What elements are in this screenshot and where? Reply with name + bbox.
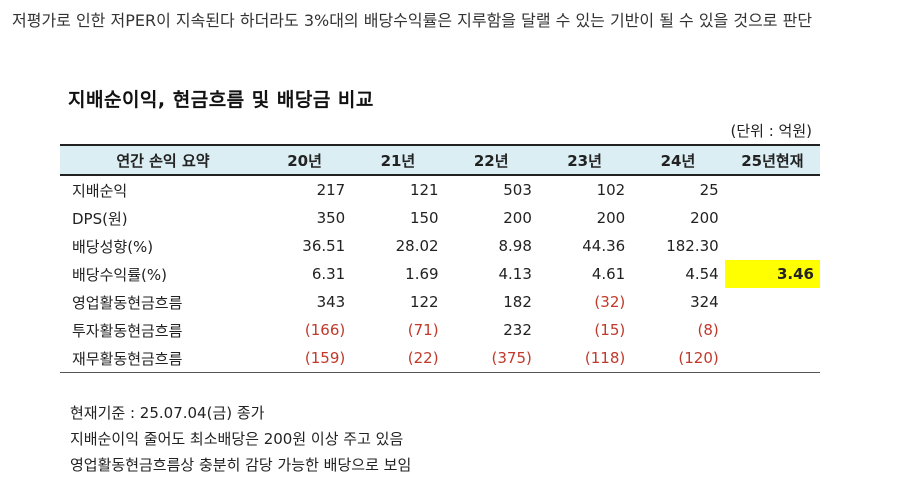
value-cell: (166) — [304, 321, 346, 339]
value-cell: (71) — [407, 321, 439, 339]
value-cell: 1.69 — [405, 265, 439, 283]
value-cell: 4.13 — [498, 265, 532, 283]
value-cell: 150 — [409, 209, 439, 227]
value-cell: 36.51 — [302, 237, 346, 255]
value-cell: 44.36 — [582, 237, 626, 255]
table-row: 투자활동현금흐름 (166) (71) 232 (15) (8) — [60, 316, 820, 344]
value-cell: 200 — [503, 209, 532, 227]
header-cell: 21년 — [380, 151, 416, 170]
value-cell: (22) — [407, 349, 439, 367]
value-cell: (15) — [594, 321, 626, 339]
value-cell: 200 — [690, 209, 719, 227]
value-cell — [725, 175, 820, 204]
value-cell: 121 — [409, 181, 439, 199]
header-cell: 24년 — [660, 151, 696, 170]
table-row: 배당수익률(%) 6.31 1.69 4.13 4.61 4.54 3.46 — [60, 260, 820, 288]
value-cell: 350 — [316, 209, 346, 227]
value-cell: (32) — [594, 293, 626, 311]
value-cell: (118) — [584, 349, 626, 367]
note-line: 영업활동현금흐름상 충분히 감당 가능한 배당으로 보임 — [70, 456, 412, 474]
header-cell: 연간 손익 요약 — [116, 151, 210, 170]
row-label: 투자활동현금흐름 — [72, 321, 183, 340]
value-cell: 8.98 — [498, 237, 532, 255]
table-row: 지배순익 217 121 503 102 25 — [60, 175, 820, 204]
value-cell: 6.31 — [311, 265, 346, 283]
value-cell: 182.30 — [666, 237, 719, 255]
value-cell: 122 — [409, 293, 439, 311]
note-line: 지배순이익 줄어도 최소배당은 200원 이상 주고 있음 — [70, 430, 404, 448]
summary-table: 연간 손익 요약 20년 21년 22년 23년 24년 25년현재 지배순익 2… — [60, 144, 820, 373]
row-label: 배당수익률(%) — [72, 265, 167, 284]
notes: 현재기준 : 25.07.04(금) 종가 지배순이익 줄어도 최소배당은 20… — [70, 400, 411, 478]
header-cell: 20년 — [287, 151, 322, 170]
value-cell: (8) — [697, 321, 719, 339]
value-cell: (375) — [491, 349, 532, 367]
table-body: 지배순익 217 121 503 102 25 DPS(원) 350 150 200 200 200 배… — [60, 175, 820, 373]
unit-label: (단위 : 억원) — [730, 122, 813, 140]
table-title: 지배순이익, 현금흐름 및 배당금 비교 — [68, 89, 374, 111]
row-label: 배당성향(%) — [72, 237, 154, 256]
value-cell: (120) — [678, 349, 719, 367]
row-label: 영업활동현금흐름 — [72, 293, 183, 312]
value-cell — [725, 288, 820, 316]
value-cell — [725, 316, 820, 344]
value-cell: 232 — [503, 321, 532, 339]
value-cell — [725, 204, 820, 232]
table-row: 재무활동현금흐름 (159) (22) (375) (118) (120) — [60, 344, 820, 373]
value-cell: 343 — [316, 293, 346, 311]
header-cell: 25년현재 — [741, 151, 804, 170]
value-cell — [725, 344, 820, 373]
value-cell: 102 — [596, 181, 626, 199]
header-cell: 22년 — [473, 151, 509, 170]
highlight-cell: 3.46 — [724, 260, 820, 288]
value-cell: 503 — [503, 181, 532, 199]
value-cell: 4.54 — [685, 265, 719, 283]
intro-paragraph: 저평가로 인한 저PER이 지속된다 하더라도 3%대의 배당수익률은 지루함을… — [12, 11, 813, 30]
row-label: DPS(원) — [72, 209, 128, 228]
header-cell: 23년 — [567, 151, 602, 170]
summary-card: 지배순이익, 현금흐름 및 배당금 비교 (단위 : 억원) 연간 손익 요약 … — [60, 82, 830, 373]
table-row: DPS(원) 350 150 200 200 200 — [60, 204, 820, 232]
table-header-row: 연간 손익 요약 20년 21년 22년 23년 24년 25년현재 — [60, 145, 820, 175]
value-cell: 25 — [699, 181, 719, 199]
row-label: 지배순익 — [72, 181, 128, 200]
value-cell: 324 — [690, 293, 719, 311]
table-row: 배당성향(%) 36.51 28.02 8.98 44.36 182.30 — [60, 232, 820, 260]
value-cell: 28.02 — [395, 237, 439, 255]
note-line: 현재기준 : 25.07.04(금) 종가 — [70, 404, 265, 422]
value-cell: (159) — [304, 349, 346, 367]
value-cell — [725, 232, 820, 260]
row-label: 재무활동현금흐름 — [72, 349, 183, 368]
table-row: 영업활동현금흐름 343 122 182 (32) 324 — [60, 288, 820, 316]
value-cell: 182 — [503, 293, 532, 311]
value-cell: 217 — [316, 181, 346, 199]
value-cell: 4.61 — [591, 265, 626, 283]
value-cell: 200 — [596, 209, 626, 227]
